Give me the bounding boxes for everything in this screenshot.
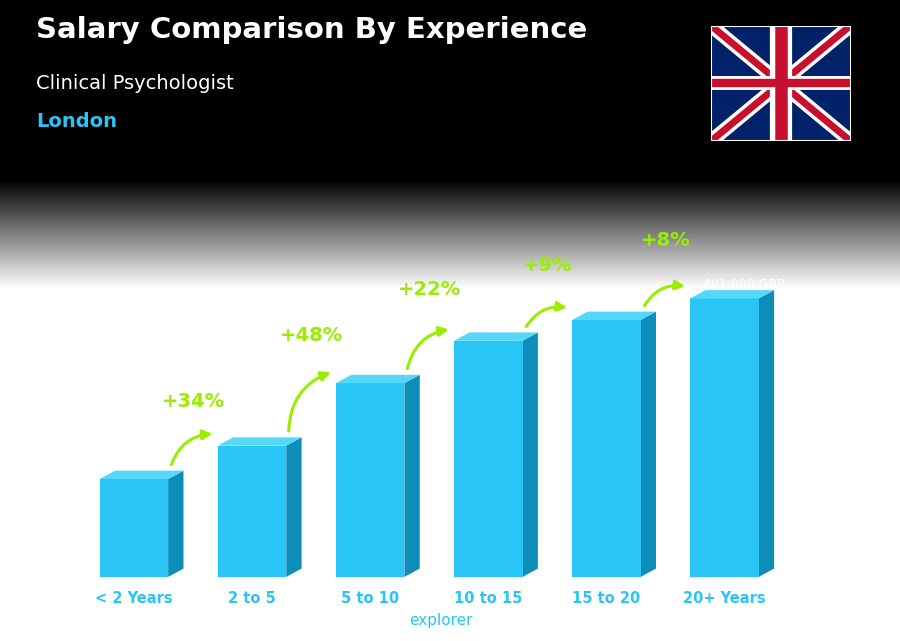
Text: 189,000 GBP: 189,000 GBP [230,426,312,438]
Text: +34%: +34% [161,392,224,411]
Text: +48%: +48% [279,326,343,345]
FancyArrowPatch shape [644,281,681,306]
Polygon shape [404,375,419,577]
FancyArrowPatch shape [171,431,209,465]
FancyArrowPatch shape [408,328,446,369]
Bar [454,341,523,577]
Bar [572,320,641,577]
Text: 340,000 GBP: 340,000 GBP [467,321,549,334]
Polygon shape [218,437,302,445]
Polygon shape [286,437,302,577]
Text: Salary Comparison By Experience: Salary Comparison By Experience [36,16,587,44]
Bar [100,479,168,577]
Polygon shape [523,333,538,577]
Text: explorer: explorer [410,613,473,628]
Polygon shape [336,375,419,383]
Text: salary: salary [356,613,408,628]
Text: London: London [36,112,117,131]
Text: 401,000 GBP: 401,000 GBP [703,278,785,292]
Text: 370,000 GBP: 370,000 GBP [585,300,667,313]
Text: +9%: +9% [523,256,572,275]
Bar [336,383,404,577]
Bar [218,445,286,577]
Polygon shape [641,312,656,577]
Text: Average Yearly Salary: Average Yearly Salary [886,296,896,409]
Polygon shape [690,290,774,299]
FancyArrowPatch shape [526,303,563,327]
Text: Clinical Psychologist: Clinical Psychologist [36,74,234,93]
Text: +8%: +8% [641,231,690,250]
Text: 279,000 GBP: 279,000 GBP [349,363,430,376]
FancyArrowPatch shape [289,372,328,431]
Bar [690,299,759,577]
Text: 141,000 GBP: 141,000 GBP [98,459,180,472]
Text: .com: .com [472,613,510,628]
Text: +22%: +22% [398,280,461,299]
Polygon shape [454,333,538,341]
Polygon shape [759,290,774,577]
Polygon shape [572,312,656,320]
Polygon shape [100,470,184,479]
Polygon shape [168,470,184,577]
